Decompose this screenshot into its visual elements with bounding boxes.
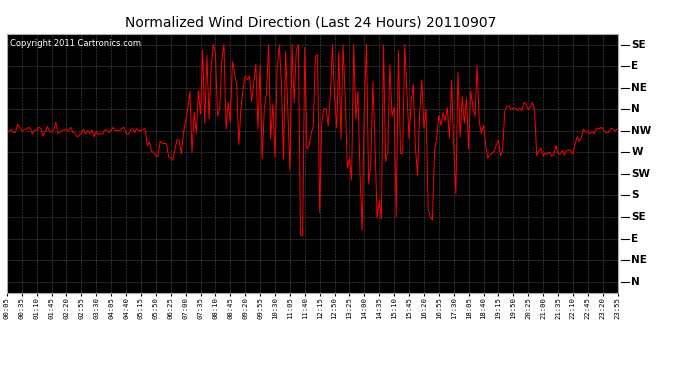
Text: SE: SE bbox=[631, 39, 646, 50]
Text: NW: NW bbox=[631, 126, 651, 136]
Text: N: N bbox=[631, 104, 640, 114]
Text: Copyright 2011 Cartronics.com: Copyright 2011 Cartronics.com bbox=[10, 39, 141, 48]
Text: SW: SW bbox=[631, 169, 651, 179]
Text: E: E bbox=[631, 234, 638, 244]
Text: NE: NE bbox=[631, 255, 647, 265]
Text: E: E bbox=[631, 61, 638, 71]
Text: NE: NE bbox=[631, 82, 647, 93]
Text: N: N bbox=[631, 277, 640, 287]
Text: SE: SE bbox=[631, 212, 646, 222]
Text: W: W bbox=[631, 147, 643, 158]
Text: S: S bbox=[631, 190, 639, 201]
Text: Normalized Wind Direction (Last 24 Hours) 20110907: Normalized Wind Direction (Last 24 Hours… bbox=[125, 15, 496, 29]
